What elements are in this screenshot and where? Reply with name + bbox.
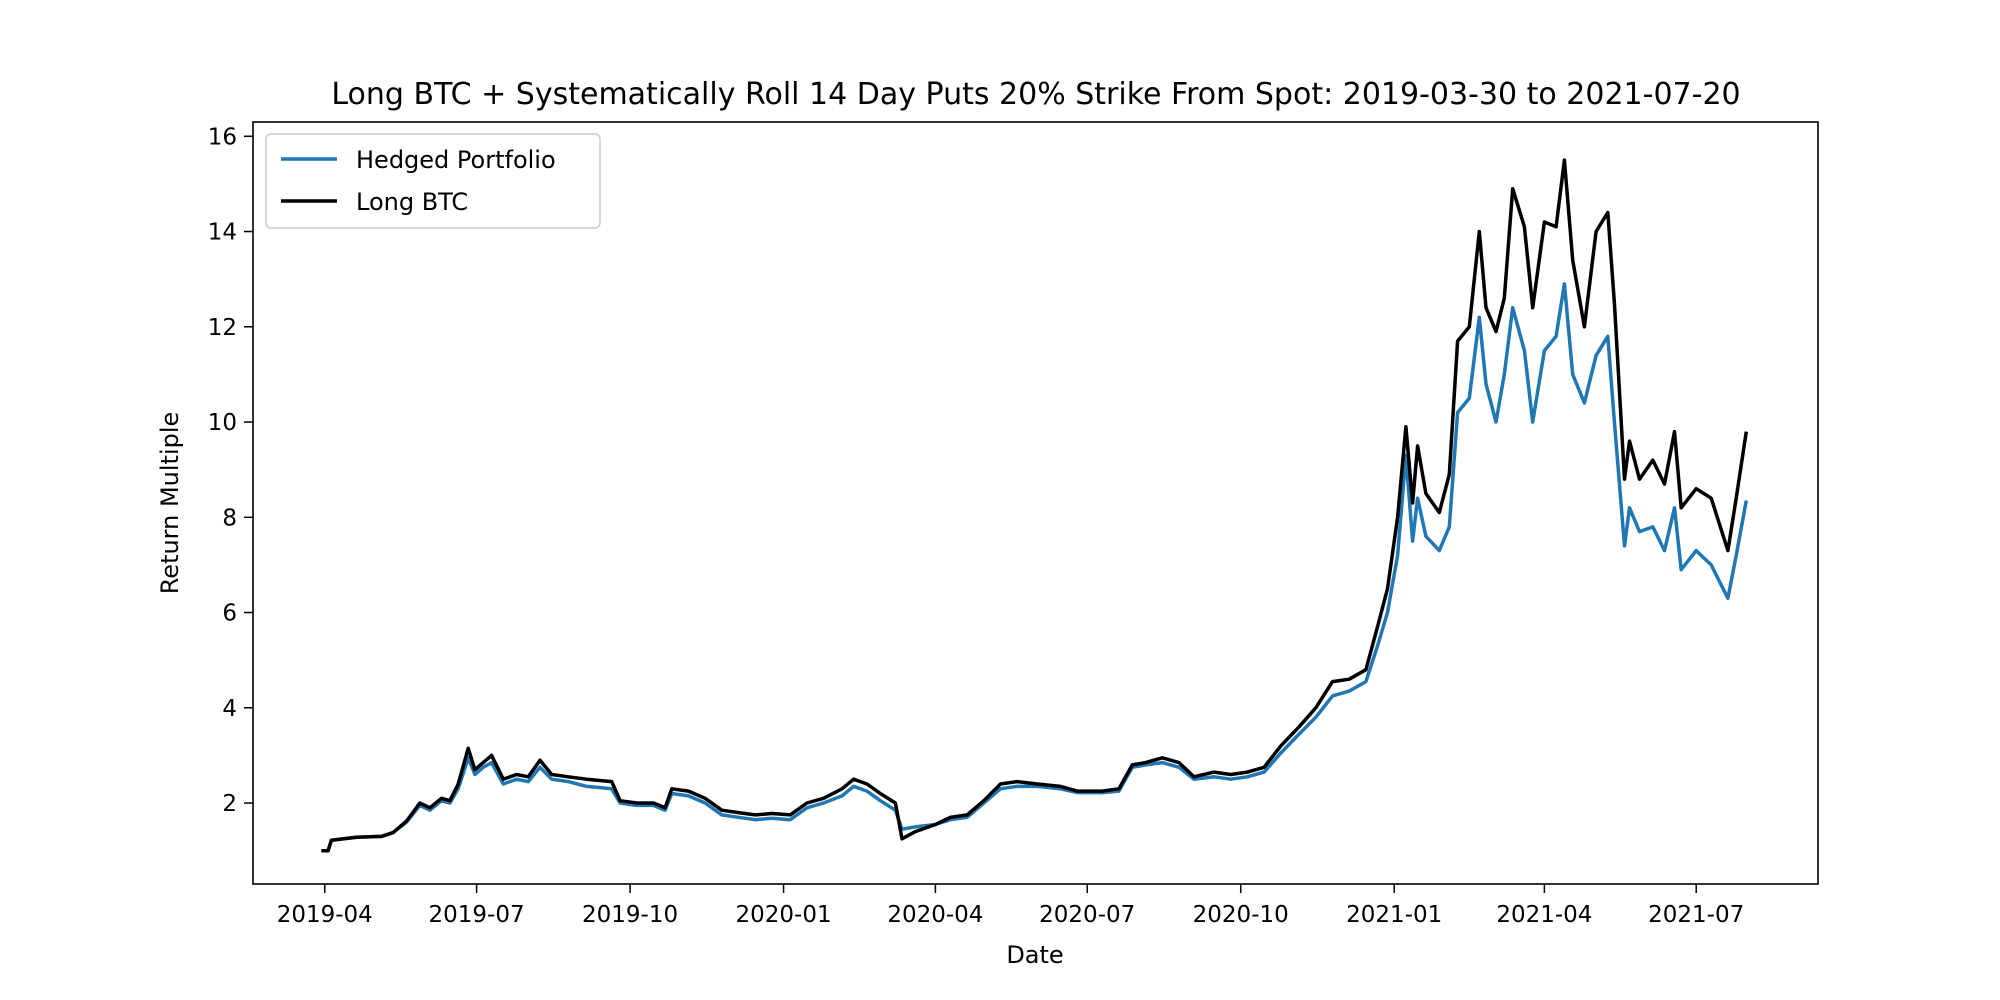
y-tick-label: 12 [208,315,237,341]
plot-area-frame [252,121,1819,885]
legend: Hedged Portfolio Long BTC [265,133,601,229]
y-tick-label: 2 [222,791,237,817]
series-line-long-btc [321,158,1749,853]
x-axis: 2019-04 2019-07 2019-10 2020-01 2020-04 2020-… [277,884,1744,928]
y-axis-label: Return Multiple [156,412,184,595]
x-tick-label: 2020-07 [1039,902,1135,928]
y-tick-label: 10 [208,410,237,436]
x-tick-label: 2019-07 [429,902,525,928]
y-tick-label: 14 [208,220,237,246]
legend-box [265,133,601,229]
legend-label-hedged-portfolio: Hedged Portfolio [356,146,556,174]
x-tick-label: 2019-10 [582,902,678,928]
y-axis: 2 4 6 8 10 12 14 16 [208,124,253,817]
x-tick-label: 2020-04 [887,902,983,928]
x-tick-label: 2021-07 [1648,902,1744,928]
legend-label-long-btc: Long BTC [356,188,468,216]
x-tick-label: 2019-04 [277,902,373,928]
series-layer [321,158,1749,853]
x-tick-label: 2021-01 [1346,902,1442,928]
y-tick-label: 16 [208,124,237,150]
chart-title: Long BTC + Systematically Roll 14 Day Pu… [331,77,1740,112]
x-axis-label: Date [1006,941,1063,969]
y-tick-label: 6 [222,601,237,627]
y-tick-label: 4 [222,696,237,722]
x-tick-label: 2020-01 [736,902,832,928]
y-tick-label: 8 [222,505,237,531]
x-tick-label: 2021-04 [1496,902,1592,928]
x-tick-label: 2020-10 [1193,902,1289,928]
